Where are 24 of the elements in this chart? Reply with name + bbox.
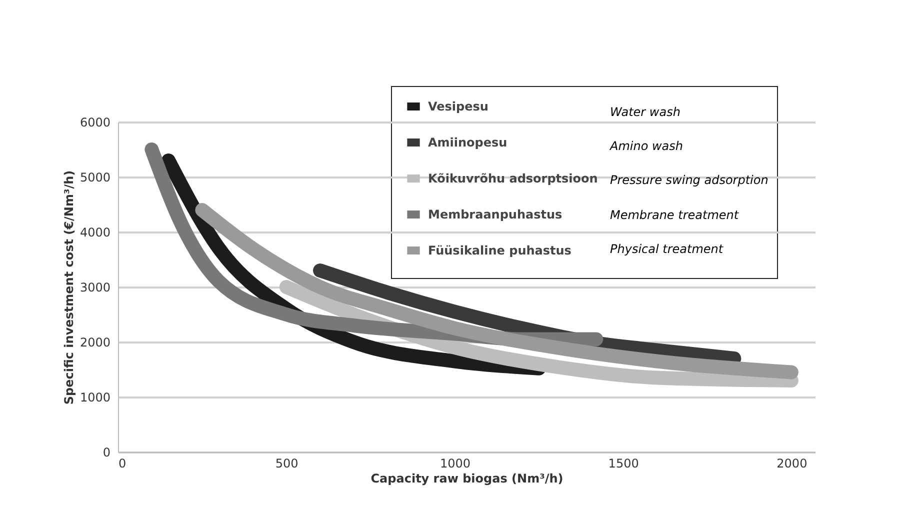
x-tick-label: 0 [118, 456, 126, 470]
y-tick-label: 5000 [80, 170, 110, 184]
y-tick-label: 6000 [80, 116, 110, 130]
y-tick-label: 2000 [80, 336, 110, 350]
x-tick-label: 1000 [440, 456, 470, 470]
y-axis-title: Specific investment cost (€/Nm³/h) [62, 170, 76, 405]
annotation: Physical treatment [610, 240, 724, 258]
legend-label: Kõikuvrõhu adsorptsioon [428, 172, 598, 186]
y-tick-label: 4000 [80, 226, 110, 240]
text: Water wash [610, 104, 682, 121]
x-tick-label: 2000 [776, 456, 808, 470]
legend-label: Membraanpuhastus [428, 208, 562, 222]
y-tick-label: 3000 [80, 280, 110, 294]
legend-label: Füüsikaline puhastus [428, 244, 572, 258]
x-axis-title: Capacity raw biogas (Nm³/h) [370, 472, 564, 486]
y-tick-label: 1000 [80, 390, 110, 404]
annotation: Membrane treatment [610, 206, 740, 224]
annotation: Pressure swing adsorption [610, 172, 768, 190]
legend-label: Vesipesu [428, 100, 488, 114]
y-tick-label: 0 [102, 446, 110, 460]
x-tick-label: 1500 [608, 456, 639, 470]
x-tick-label: 500 [275, 456, 298, 470]
annotation: Amino wash [610, 138, 684, 156]
legend-label: Amiinopesu [428, 136, 508, 150]
